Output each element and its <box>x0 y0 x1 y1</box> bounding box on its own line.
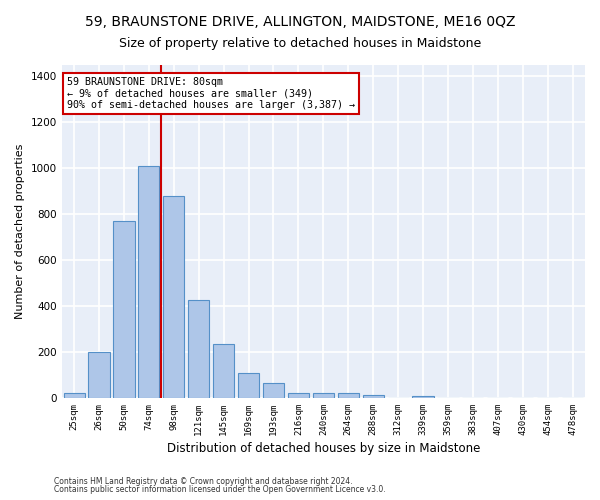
Text: Size of property relative to detached houses in Maidstone: Size of property relative to detached ho… <box>119 38 481 51</box>
Bar <box>88 352 110 398</box>
Y-axis label: Number of detached properties: Number of detached properties <box>15 144 25 319</box>
Bar <box>338 394 359 398</box>
Text: 59 BRAUNSTONE DRIVE: 80sqm
← 9% of detached houses are smaller (349)
90% of semi: 59 BRAUNSTONE DRIVE: 80sqm ← 9% of detac… <box>67 76 355 110</box>
Bar <box>213 344 234 398</box>
Bar <box>263 383 284 398</box>
Bar <box>362 394 384 398</box>
Text: Contains HM Land Registry data © Crown copyright and database right 2024.: Contains HM Land Registry data © Crown c… <box>54 477 353 486</box>
Text: Contains public sector information licensed under the Open Government Licence v3: Contains public sector information licen… <box>54 486 386 494</box>
Bar <box>113 221 134 398</box>
Bar <box>313 394 334 398</box>
Bar <box>138 166 160 398</box>
Bar <box>288 394 309 398</box>
Bar <box>64 394 85 398</box>
Text: 59, BRAUNSTONE DRIVE, ALLINGTON, MAIDSTONE, ME16 0QZ: 59, BRAUNSTONE DRIVE, ALLINGTON, MAIDSTO… <box>85 15 515 29</box>
Bar <box>163 196 184 398</box>
Bar <box>238 372 259 398</box>
Bar <box>188 300 209 398</box>
Bar <box>412 396 434 398</box>
X-axis label: Distribution of detached houses by size in Maidstone: Distribution of detached houses by size … <box>167 442 480 455</box>
